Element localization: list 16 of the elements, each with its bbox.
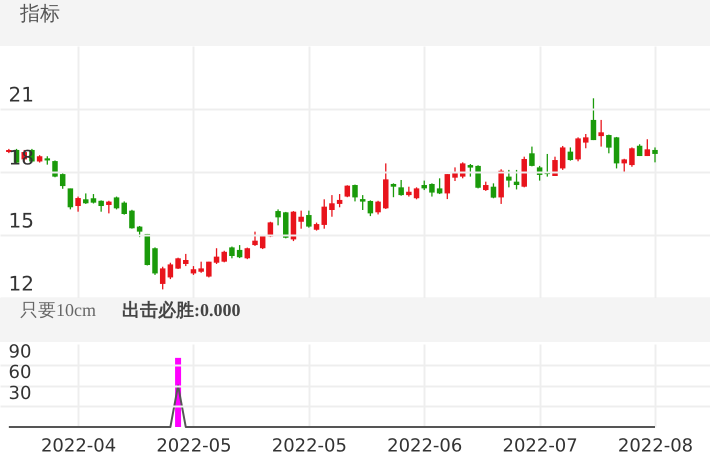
chart-subtitle: 出击必胜:0.000 xyxy=(122,300,240,320)
x-tick-label: 2022-08 xyxy=(618,436,694,456)
chart-title: 只要10cm xyxy=(20,300,96,320)
x-tick-label: 2022-05 xyxy=(156,436,232,456)
x-tick-label: 2022-07 xyxy=(502,436,578,456)
y-tick-label: 21 xyxy=(8,82,34,106)
x-tick-label: 2022-04 xyxy=(40,436,116,456)
chart-title: 指标 xyxy=(20,1,60,25)
y-tick-label: 15 xyxy=(8,208,34,232)
y-tick-label: 30 xyxy=(8,382,32,404)
x-tick-label: 2022-05 xyxy=(272,436,347,456)
y-tick-label: 18 xyxy=(8,146,34,170)
y-tick-label: 90 xyxy=(8,341,32,362)
y-tick-label: 60 xyxy=(8,362,32,383)
x-tick-label: 2022-06 xyxy=(387,436,462,456)
y-tick-label: 12 xyxy=(8,272,34,296)
